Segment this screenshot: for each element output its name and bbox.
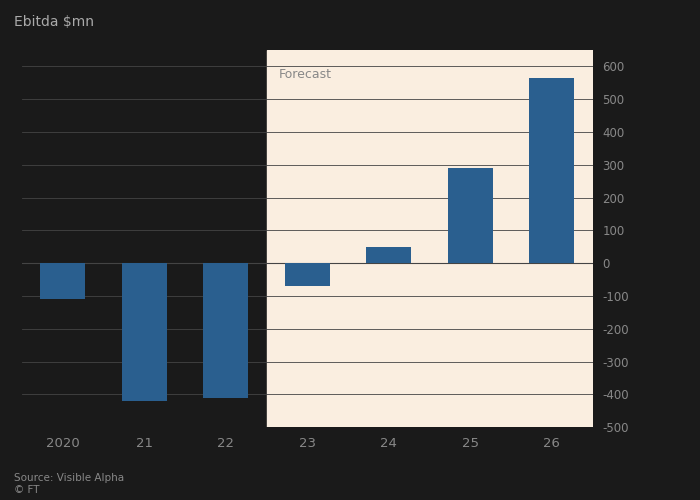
Bar	[204, 263, 248, 398]
Bar	[122, 263, 167, 401]
Bar	[366, 247, 412, 263]
Bar	[267, 50, 593, 428]
Bar	[285, 263, 330, 286]
Bar	[529, 78, 574, 263]
Bar	[41, 263, 85, 300]
Text: Ebitda $mn: Ebitda $mn	[14, 15, 94, 29]
Bar	[448, 168, 493, 263]
Text: Forecast: Forecast	[279, 68, 332, 81]
Text: Source: Visible Alpha
© FT: Source: Visible Alpha © FT	[14, 474, 124, 495]
